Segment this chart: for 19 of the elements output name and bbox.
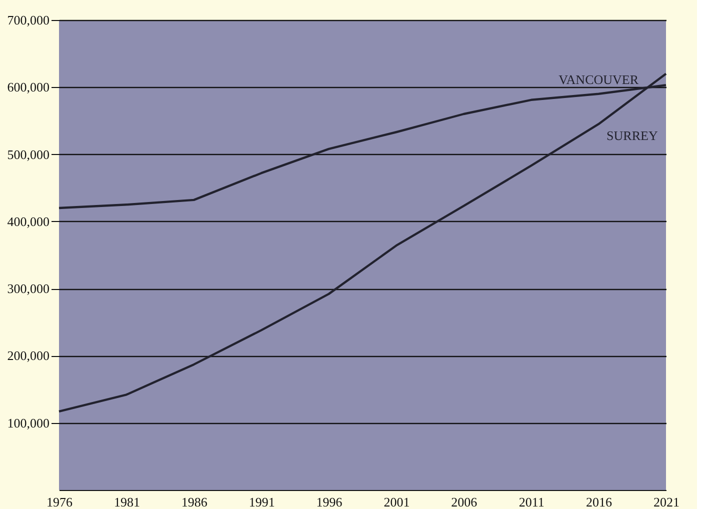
y-tick-label: 100,000	[7, 415, 50, 430]
x-tick-label: 1981	[114, 494, 140, 509]
y-tick-label: 400,000	[7, 214, 50, 229]
x-tick-label: 2001	[384, 494, 410, 509]
x-tick-label: 2011	[518, 494, 544, 509]
y-tick-label: 300,000	[7, 281, 50, 296]
x-tick-label: 1986	[181, 494, 208, 509]
series-label: VANCOUVER	[558, 72, 639, 87]
y-tick-label: 500,000	[7, 146, 50, 162]
y-tick-label: 200,000	[7, 348, 50, 364]
x-tick-label: 1991	[248, 494, 275, 509]
x-tick-label: 1996	[316, 494, 343, 509]
x-tick-label: 2021	[654, 494, 680, 509]
x-tick-label: 1976	[46, 494, 73, 509]
x-tick-label: 2006	[451, 494, 478, 509]
series-label: SURREY	[606, 128, 658, 144]
x-tick-label: 2016	[586, 494, 613, 509]
y-tick-label: 600,000	[7, 80, 50, 95]
y-tick-label: 700,000	[7, 12, 50, 28]
